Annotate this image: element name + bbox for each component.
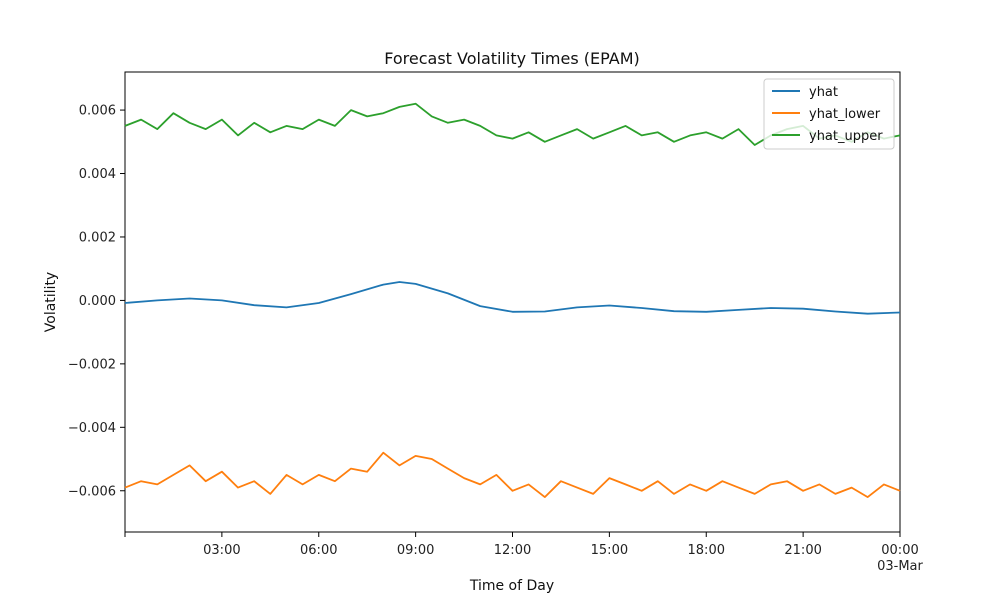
y-tick-label: −0.002 (68, 357, 116, 372)
y-axis: −0.006 −0.004 −0.002 0.000 0.002 0.004 0.006 (68, 104, 125, 499)
x-tick-label: 03:00 (203, 543, 240, 558)
x-tick-label: 00:00 (881, 543, 918, 558)
series-layer (124, 102, 901, 499)
y-tick-label: 0.002 (79, 230, 116, 245)
x-axis: 03:00 06:00 09:00 12:00 15:00 18:00 21:00 00:00… (124, 532, 924, 574)
x-tick-label: 18:00 (688, 543, 725, 558)
y-axis-title: Volatility (43, 272, 59, 332)
legend-label: yhat_upper (809, 129, 883, 144)
series-line-yhat-lower (124, 451, 901, 499)
x-axis-title: Time of Day (469, 578, 554, 594)
x-tick-label: 09:00 (397, 543, 434, 558)
x-tick-label: 21:00 (784, 543, 821, 558)
y-tick-label: 0.004 (79, 167, 116, 182)
legend-label: yhat (809, 85, 838, 100)
y-tick-label: 0.006 (79, 104, 116, 119)
x-tick-label: 12:00 (494, 543, 531, 558)
legend-box (763, 78, 895, 150)
x-tick-sublabel: 03-Mar (877, 559, 923, 574)
x-tick-label: 15:00 (591, 543, 628, 558)
y-tick-label: −0.006 (68, 484, 116, 499)
legend-label: yhat_lower (809, 107, 881, 122)
legend: yhat yhat_lower yhat_upper (763, 78, 895, 150)
y-tick-label: 0.000 (79, 294, 116, 309)
chart-title: Forecast Volatility Times (EPAM) (384, 49, 640, 68)
series-line-yhat (124, 281, 901, 315)
y-tick-label: −0.004 (68, 421, 116, 436)
x-tick-label: 06:00 (300, 543, 337, 558)
